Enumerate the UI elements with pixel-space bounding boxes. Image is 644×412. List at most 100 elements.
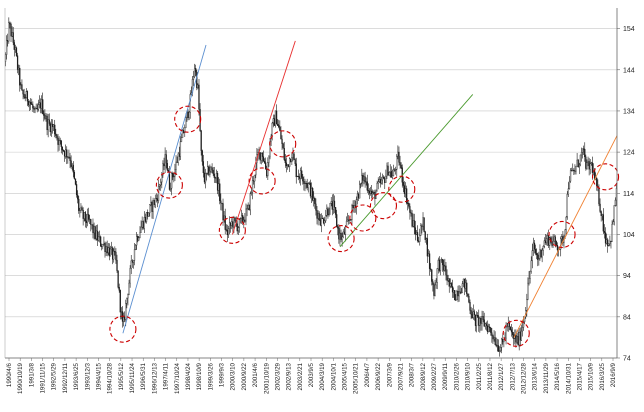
candle-body xyxy=(473,311,476,316)
candle-body xyxy=(608,243,610,246)
candle-body xyxy=(556,245,559,251)
candle-body xyxy=(233,217,235,228)
candle-body xyxy=(228,222,231,229)
candle-body xyxy=(219,183,221,201)
candle-body xyxy=(84,212,86,222)
circled-point xyxy=(369,192,398,220)
candle-body xyxy=(114,251,116,253)
candle-body xyxy=(145,212,148,222)
candle-body xyxy=(554,236,556,242)
x-tick-label: 1999/3/26 xyxy=(207,362,214,390)
candle-body xyxy=(334,207,337,215)
candle-body xyxy=(92,224,94,234)
x-tick-label: 2014/5/16 xyxy=(554,362,561,390)
candle-body xyxy=(342,231,344,238)
candle-body xyxy=(575,165,577,172)
x-tick-label: 2012/12/28 xyxy=(521,362,528,394)
candle-body xyxy=(45,115,47,119)
candle-body xyxy=(487,326,490,332)
candle-body xyxy=(348,219,350,221)
x-tick-label: 2016/3/25 xyxy=(599,362,606,390)
candle-body xyxy=(85,220,88,223)
candle-body xyxy=(512,331,514,335)
circled-point xyxy=(327,225,355,253)
candle-body xyxy=(381,176,384,181)
y-axis-ticks: 74 84 94 104 114 124 134 144 154 xyxy=(617,26,635,363)
circled-point xyxy=(269,130,297,158)
candle-body xyxy=(404,188,407,194)
candle-body xyxy=(133,249,136,261)
candle-body xyxy=(243,219,245,223)
candle-body xyxy=(580,152,583,156)
candle-body xyxy=(287,164,290,167)
candle-body xyxy=(126,297,128,304)
candle-body xyxy=(302,177,304,182)
candle-body xyxy=(137,236,139,241)
candle-body xyxy=(446,274,448,281)
candle-body xyxy=(303,181,305,184)
candle-body xyxy=(185,117,187,129)
candle-body xyxy=(42,99,44,114)
candle-body xyxy=(396,155,398,170)
candle-body xyxy=(605,239,608,244)
candle-body xyxy=(521,327,524,332)
candle-body xyxy=(236,223,238,232)
candle-body xyxy=(37,104,39,110)
candle-body xyxy=(216,173,219,191)
candle-body xyxy=(73,171,76,179)
x-tick-label: 2015/10/9 xyxy=(588,362,595,390)
candle-body xyxy=(392,169,395,177)
candle-body xyxy=(313,198,315,201)
candle-body xyxy=(599,203,601,212)
candle-body xyxy=(578,164,580,168)
candle-body xyxy=(447,278,449,281)
x-tick-label: 1991/11/15 xyxy=(40,362,47,393)
candle-body xyxy=(501,338,503,348)
candle-body xyxy=(522,321,525,328)
candle-body xyxy=(296,176,298,178)
candle-body xyxy=(202,161,204,174)
candle-body xyxy=(430,268,432,270)
candle-body xyxy=(132,260,135,263)
candle-body xyxy=(9,22,11,25)
candle-body xyxy=(609,240,611,244)
candle-body xyxy=(324,220,326,224)
candle-body xyxy=(181,130,184,138)
candle-body xyxy=(322,218,325,224)
candle-body xyxy=(239,217,242,219)
candle-body xyxy=(232,221,234,228)
candle-body xyxy=(405,188,408,204)
x-tick-label: 2013/6/14 xyxy=(532,362,539,390)
candle-body xyxy=(118,287,120,291)
candle-body xyxy=(221,202,223,204)
circled-point xyxy=(218,216,246,244)
candle-body xyxy=(438,259,441,271)
x-tick-label: 2008/9/12 xyxy=(420,362,427,390)
candle-body xyxy=(529,271,531,279)
candle-body xyxy=(466,282,468,294)
candle-body xyxy=(128,282,130,295)
candle-body xyxy=(80,207,82,211)
candle-body xyxy=(209,170,211,175)
candle-body xyxy=(316,210,318,219)
candle-body xyxy=(590,162,592,165)
candle-body xyxy=(443,264,445,271)
candle-body xyxy=(214,177,217,179)
candle-body xyxy=(378,179,380,183)
candle-body xyxy=(493,337,495,340)
candle-body xyxy=(53,124,55,128)
x-tick-label: 2000/3/10 xyxy=(230,362,237,390)
candle-body xyxy=(206,172,208,175)
candle-body xyxy=(247,204,249,209)
candle-body xyxy=(492,335,494,340)
candle-body xyxy=(131,260,133,263)
candle-body xyxy=(462,278,465,284)
candle-body xyxy=(178,153,180,157)
candle-body xyxy=(528,278,530,284)
candle-body xyxy=(14,47,17,50)
candle-body xyxy=(470,310,472,315)
candle-body xyxy=(607,239,609,246)
candle-body xyxy=(166,163,168,171)
candle-body xyxy=(407,202,409,204)
candle-body xyxy=(416,232,419,241)
